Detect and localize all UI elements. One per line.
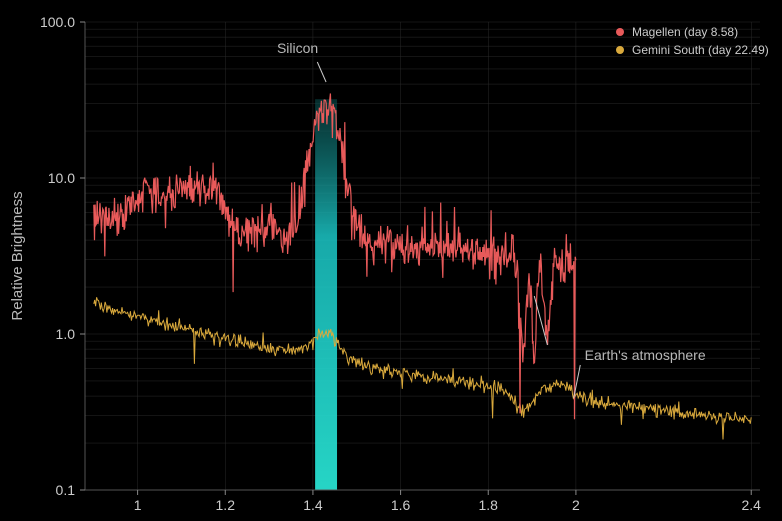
legend-label: Magellen (day 8.58) xyxy=(632,25,738,39)
spectrum-chart: 0.1 1.0 10.0 100.0 1 1.2 1.4 1.6 1.8 2 2.4 Relative… xyxy=(0,0,782,521)
x-tick-label: 1 xyxy=(134,497,142,513)
y-tick-label: 100.0 xyxy=(40,14,75,30)
y-tick-label: 0.1 xyxy=(56,482,76,498)
annotation-atmosphere: Earth's atmosphere xyxy=(585,347,706,363)
chart-svg: 0.1 1.0 10.0 100.0 1 1.2 1.4 1.6 1.8 2 2.4 Relative… xyxy=(0,0,782,521)
x-tick-label: 1.2 xyxy=(216,497,236,513)
y-tick-label: 10.0 xyxy=(48,170,75,186)
legend-marker xyxy=(616,46,624,54)
annotation-silicon: Silicon xyxy=(277,40,318,56)
x-tick-label: 2 xyxy=(572,497,580,513)
x-tick-label: 1.6 xyxy=(391,497,411,513)
legend-marker xyxy=(616,28,624,36)
x-tick-label: 2.4 xyxy=(741,497,761,513)
silicon-band xyxy=(315,99,337,490)
legend-label: Gemini South (day 22.49) xyxy=(632,43,769,57)
x-tick-label: 1.4 xyxy=(303,497,323,513)
x-tick-label: 1.8 xyxy=(479,497,499,513)
y-tick-label: 1.0 xyxy=(56,326,76,342)
y-axis-label: Relative Brightness xyxy=(9,191,26,320)
